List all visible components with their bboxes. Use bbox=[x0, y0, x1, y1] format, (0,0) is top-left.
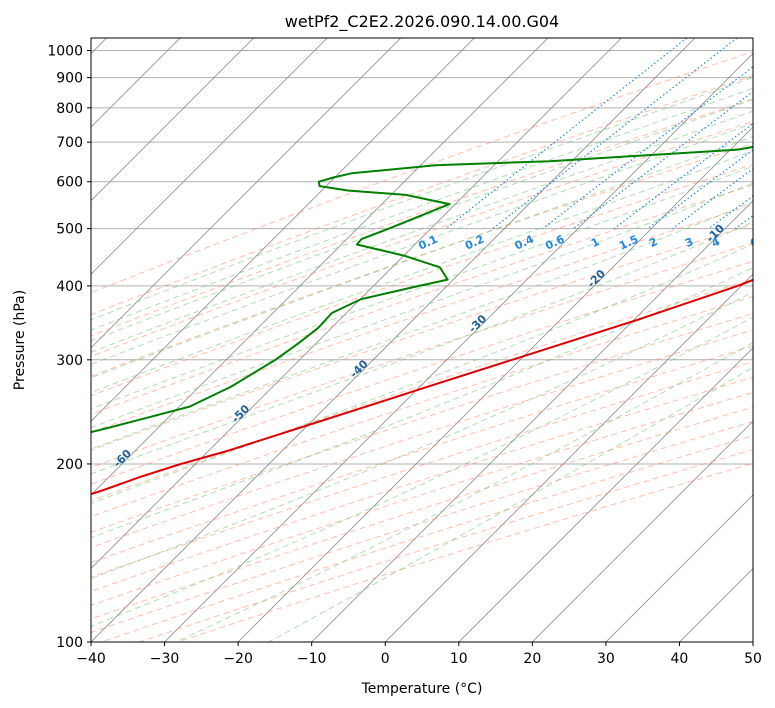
isotherm-line bbox=[91, 38, 475, 422]
temperature-trace bbox=[91, 278, 753, 496]
isotherm-line bbox=[605, 494, 753, 642]
y-tick-label: 800 bbox=[56, 101, 83, 117]
isotherm-line bbox=[237, 126, 753, 642]
mixing-ratio-line bbox=[672, 168, 753, 230]
x-tick-label: −30 bbox=[150, 651, 180, 667]
x-tick-label: 30 bbox=[597, 651, 615, 667]
isotherm-line bbox=[91, 38, 254, 202]
x-tick-label: 10 bbox=[450, 651, 468, 667]
moist-adiabat bbox=[91, 201, 753, 450]
sounding-series bbox=[91, 145, 753, 496]
reference-lines bbox=[91, 38, 753, 642]
x-tick-label: 0 bbox=[381, 651, 390, 667]
x-tick-label: −10 bbox=[297, 651, 327, 667]
dry-adiabat bbox=[91, 75, 753, 316]
y-tick-label: 500 bbox=[56, 222, 83, 238]
y-tick-label: 600 bbox=[56, 175, 83, 191]
y-axis-title: Pressure (hPa) bbox=[12, 290, 28, 390]
y-tick-label: 100 bbox=[56, 635, 83, 651]
moist-adiabat bbox=[91, 165, 753, 410]
dry-adiabat bbox=[91, 223, 753, 451]
isotherm-line bbox=[91, 38, 549, 496]
dry-adiabat bbox=[91, 98, 753, 337]
moist-adiabat bbox=[91, 87, 753, 331]
isotherm-line bbox=[91, 38, 622, 570]
x-tick-label: 20 bbox=[523, 651, 541, 667]
y-tick-label: 900 bbox=[56, 71, 83, 87]
x-tick-label: 40 bbox=[671, 651, 689, 667]
moist-adiabat bbox=[175, 341, 753, 642]
moist-adiabat bbox=[91, 77, 753, 321]
y-tick-label: 1000 bbox=[47, 44, 83, 60]
isotherm-line bbox=[91, 38, 328, 275]
moist-adiabat bbox=[91, 221, 753, 475]
isotherm-line bbox=[91, 38, 402, 349]
isotherm-line bbox=[164, 52, 753, 642]
mixing-ratio-label: 6 bbox=[748, 235, 761, 250]
dewpoint-trace bbox=[91, 145, 753, 434]
moist-adiabat bbox=[91, 243, 753, 504]
isotherm-line bbox=[384, 273, 753, 642]
mixing-ratio-line bbox=[573, 90, 753, 230]
dry-adiabat bbox=[91, 142, 753, 377]
y-tick-label: 200 bbox=[56, 457, 83, 473]
isotherm-line bbox=[458, 347, 753, 642]
dry-adiabat bbox=[91, 329, 753, 549]
dry-adiabat bbox=[91, 278, 753, 502]
chart-title: wetPf2_C2E2.2026.090.14.00.G04 bbox=[285, 12, 559, 32]
moist-adiabat bbox=[91, 267, 753, 539]
isotherm-line bbox=[91, 38, 696, 642]
plot-frame bbox=[90, 37, 754, 643]
x-tick-label: 50 bbox=[744, 651, 762, 667]
dry-adiabat bbox=[91, 50, 753, 294]
y-tick-label: 400 bbox=[56, 279, 83, 295]
y-tick-label: 300 bbox=[56, 353, 83, 369]
isotherm-line bbox=[532, 420, 753, 642]
moist-adiabat bbox=[91, 110, 753, 353]
dry-adiabat bbox=[91, 242, 753, 469]
dry-adiabat bbox=[91, 120, 753, 357]
isotherm-line bbox=[311, 200, 753, 642]
dry-adiabat bbox=[91, 361, 753, 578]
x-tick-label: −20 bbox=[223, 651, 253, 667]
x-axis-title: Temperature (°C) bbox=[361, 681, 483, 697]
moist-adiabat bbox=[91, 182, 753, 429]
x-tick-label: −40 bbox=[76, 651, 106, 667]
dry-adiabat bbox=[91, 163, 753, 397]
y-tick-label: 700 bbox=[56, 135, 83, 151]
mixing-ratio-line bbox=[542, 65, 753, 230]
dry-adiabat bbox=[91, 376, 753, 592]
